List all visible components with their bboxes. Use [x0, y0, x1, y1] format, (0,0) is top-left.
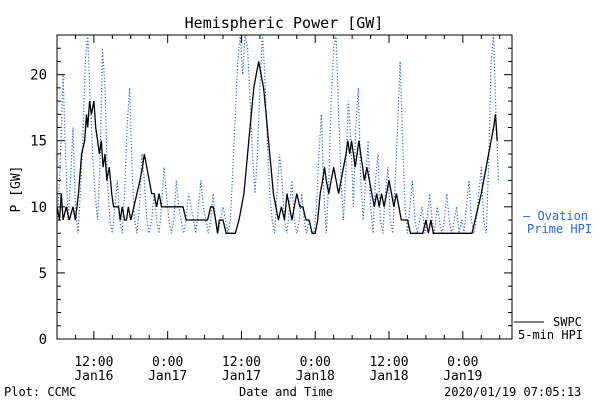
legend-ovation-line2: Prime HPI — [527, 222, 592, 236]
footer-timestamp: 2020/01/19 07:05:13 — [444, 385, 581, 399]
x-tick-time-label: 0:00 — [447, 355, 478, 370]
y-tick-label: 0 — [39, 332, 47, 348]
x-tick-date-label: Jan17 — [222, 369, 261, 384]
footer-plot-source: Plot: CCMC — [4, 385, 76, 399]
series-layer — [57, 35, 500, 234]
legend-ovation-line1: — Ovation — [523, 209, 588, 223]
x-tick-date-label: Jan17 — [148, 369, 187, 384]
footer-x-axis-label: Date and Time — [239, 385, 333, 399]
legend-swpc-line1: SWPC — [553, 315, 582, 329]
x-axis: 12:00Jan160:00Jan1712:00Jan170:00Jan1812… — [56, 35, 501, 384]
plot-area — [56, 34, 513, 340]
y-tick-label: 15 — [30, 134, 47, 150]
chart-title: Hemispheric Power [GW] — [185, 14, 384, 32]
x-tick-date-label: Jan16 — [74, 369, 113, 384]
x-tick-time-label: 0:00 — [300, 355, 331, 370]
legend-ovation: — Ovation Prime HPI — [523, 209, 592, 236]
plot-frame — [56, 34, 513, 340]
y-axis: 0 5 10 15 20 — [30, 34, 512, 348]
legend-swpc-line2: 5-min HPI — [518, 328, 583, 342]
x-tick-time-label: 12:00 — [369, 355, 408, 370]
x-tick-time-label: 12:00 — [74, 355, 113, 370]
legend-swpc: SWPC 5-min HPI — [514, 315, 583, 342]
x-tick-date-label: Jan18 — [369, 369, 408, 384]
x-tick-date-label: Jan19 — [443, 369, 482, 384]
y-tick-label: 20 — [30, 68, 47, 84]
series-swpc-line — [57, 61, 498, 234]
y-axis-label: P [GW] — [9, 166, 24, 213]
x-tick-date-label: Jan18 — [296, 369, 335, 384]
y-tick-label: 5 — [39, 266, 47, 282]
series-ovation-prime-line — [57, 35, 500, 234]
y-tick-label: 10 — [30, 200, 47, 216]
x-tick-time-label: 0:00 — [152, 355, 183, 370]
x-tick-time-label: 12:00 — [222, 355, 261, 370]
